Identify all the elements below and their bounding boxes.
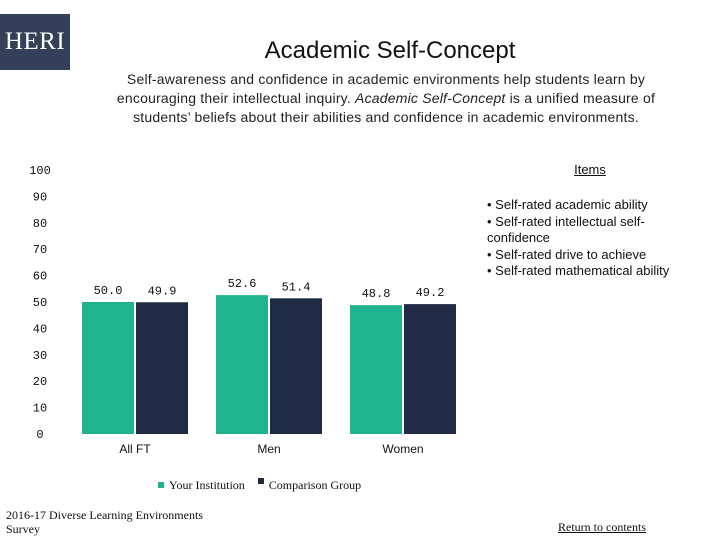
legend-label-your-institution: Your Institution — [169, 478, 245, 492]
item-intellectual-self-confidence: • Self-rated intellectual self-confidenc… — [487, 213, 645, 246]
chart-legend: Your Institution Comparison Group — [158, 478, 371, 493]
value-label-your-institution-all-ft: 50.0 — [94, 284, 123, 298]
heri-logo: HERI — [0, 14, 70, 70]
value-label-your-institution-men: 52.6 — [228, 277, 257, 291]
value-label-comparison-group-men: 51.4 — [282, 280, 311, 294]
y-tick-label: 0 — [36, 428, 43, 442]
y-tick-label: 20 — [33, 375, 47, 389]
y-tick-label: 40 — [33, 322, 47, 336]
subtitle-emphasis: Academic Self-Concept — [355, 90, 506, 106]
value-label-comparison-group-all-ft: 49.9 — [148, 284, 177, 298]
legend-entry-your-institution: Your Institution — [158, 478, 245, 493]
y-tick-label: 90 — [33, 190, 47, 204]
x-category-label: Women — [382, 442, 423, 456]
x-category-label: Men — [257, 442, 280, 456]
y-tick-label: 50 — [33, 296, 47, 310]
y-tick-label: 80 — [33, 217, 47, 231]
legend-swatch-comparison-group — [257, 478, 264, 485]
y-tick-label: 60 — [33, 270, 47, 284]
bar-your-institution-women — [350, 305, 402, 434]
y-tick-label: 100 — [29, 164, 51, 178]
bar-comparison-group-men — [270, 298, 322, 434]
bar-your-institution-men — [216, 295, 268, 434]
source-note: 2016-17 Diverse Learning Environments Su… — [6, 508, 203, 536]
legend-label-comparison-group: Comparison Group — [268, 478, 362, 492]
x-category-label: All FT — [119, 442, 151, 456]
items-heading: Items — [574, 162, 606, 177]
return-to-contents-link[interactable]: Return to contents — [558, 520, 646, 534]
y-tick-label: 30 — [33, 349, 47, 363]
item-drive-to-achieve: • Self-rated drive to achieve — [487, 246, 647, 262]
page-title: Academic Self-Concept — [264, 37, 516, 64]
bar-chart: 0 10 20 30 40 50 60 70 80 90 100 50.0 49.9 All FT 52.6… — [29, 164, 456, 456]
subtitle-text-1: Self-awareness and confidence in academi… — [116, 71, 646, 106]
subtitle-text-2: is a unified measure of students’ belief… — [133, 90, 656, 125]
y-tick-label: 70 — [33, 243, 47, 257]
bar-your-institution-all-ft — [82, 302, 134, 434]
legend-swatch-your-institution — [158, 482, 164, 489]
items-list: • Self-rated academic ability • Self-rat… — [487, 197, 687, 280]
y-tick-label: 10 — [33, 402, 47, 416]
legend-entry-comparison-group: Comparison Group — [257, 478, 362, 493]
bar-comparison-group-women — [404, 304, 456, 434]
value-label-comparison-group-women: 49.2 — [416, 286, 445, 300]
value-label-your-institution-women: 48.8 — [362, 287, 391, 301]
bar-comparison-group-all-ft — [136, 302, 188, 434]
page-subtitle: Self-awareness and confidence in academi… — [86, 70, 686, 127]
item-academic-ability: • Self-rated academic ability — [487, 197, 648, 212]
item-mathematical-ability: • Self-rated mathematical ability — [487, 263, 670, 278]
